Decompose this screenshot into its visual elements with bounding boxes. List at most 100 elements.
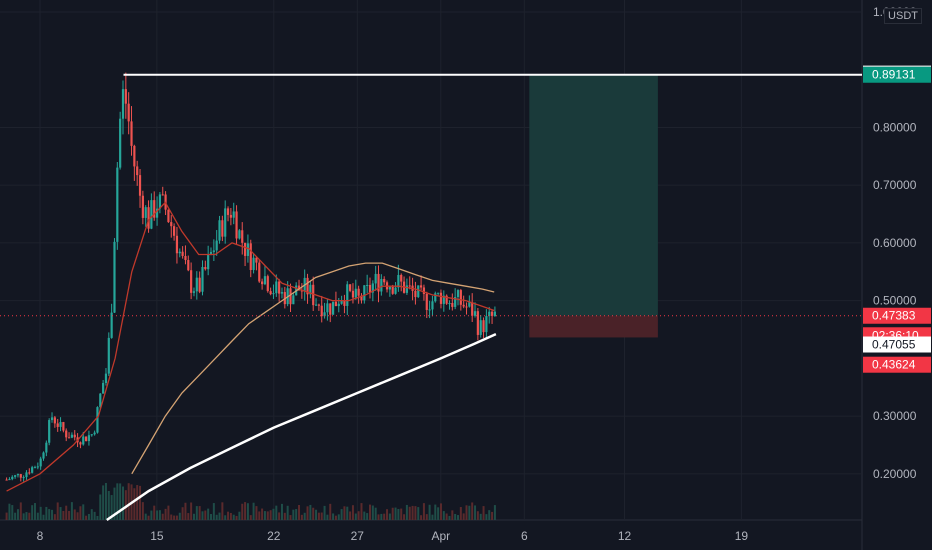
y-tick-label: 0.20000	[873, 467, 917, 481]
price-tag-label: 0.89131	[872, 68, 916, 82]
volume-bar	[397, 508, 400, 520]
volume-bar	[332, 513, 335, 520]
candle-body	[263, 276, 267, 285]
price-tag-label: 0.47055	[872, 338, 916, 352]
candle-body	[465, 306, 468, 308]
grid-lines	[0, 0, 863, 550]
volume-bar	[42, 514, 45, 520]
price-tag-bg	[863, 336, 931, 353]
candle-body	[445, 295, 448, 304]
candle-body	[22, 477, 25, 479]
candle-body	[229, 214, 232, 218]
candle-body	[374, 273, 377, 284]
volume-bar	[173, 515, 176, 520]
candle-body	[243, 242, 247, 256]
volume-bar	[116, 483, 119, 520]
price-tag-bg	[863, 356, 931, 373]
volume-bar	[326, 514, 329, 520]
time-axis: 8 15 22 27 Apr 6 12 19	[37, 529, 749, 543]
volume-bar	[175, 515, 178, 520]
candle-body	[130, 121, 133, 146]
candle-body	[235, 211, 238, 239]
candle-body	[158, 194, 162, 209]
volume-bar	[300, 514, 303, 520]
candle-body	[326, 303, 329, 313]
candle-body	[153, 200, 156, 218]
candle-body	[314, 304, 318, 306]
volume-bar	[329, 503, 332, 520]
candle-body	[238, 230, 241, 239]
volume-bar	[457, 515, 460, 520]
volume-bar	[448, 515, 451, 520]
candle-body	[42, 452, 45, 459]
volume-bar	[153, 505, 156, 520]
candle-body	[67, 437, 71, 439]
candle-body	[192, 291, 196, 293]
volume-bar	[5, 512, 8, 520]
volume-bar	[380, 513, 383, 520]
volume-bar	[187, 513, 190, 520]
volume-bar	[244, 502, 247, 520]
candle-body	[82, 436, 85, 445]
volume-bar	[33, 503, 36, 520]
volume-bar	[210, 514, 213, 520]
candles	[5, 72, 497, 482]
volume-bar	[417, 507, 420, 520]
position-boxes	[529, 74, 658, 338]
candle-body	[181, 251, 184, 256]
candle-body	[50, 417, 54, 421]
volume-bar	[204, 510, 207, 520]
candle-body	[136, 166, 139, 176]
candle-body	[354, 288, 357, 298]
candle-body	[388, 286, 391, 290]
candle-body	[62, 422, 65, 431]
x-tick-label: 22	[267, 529, 281, 543]
volume-bar	[275, 505, 278, 520]
price-tag-bg	[863, 66, 931, 83]
x-tick-label: 12	[618, 529, 632, 543]
candle-body	[490, 311, 494, 316]
volume-bar	[144, 513, 147, 520]
candle-body	[437, 292, 440, 294]
volume-bar	[479, 513, 482, 520]
volume-bar	[403, 514, 406, 520]
volume-bar	[147, 515, 150, 520]
overlay-lines	[0, 73, 862, 522]
volume-bar	[158, 510, 161, 520]
price-tag-bg	[863, 307, 931, 324]
y-tick-label: 0.70000	[873, 178, 917, 192]
volume-bar	[133, 488, 136, 520]
candle-body	[323, 312, 326, 317]
candle-body	[417, 285, 420, 298]
volume-bar	[53, 514, 56, 520]
candle-body	[127, 103, 130, 122]
volume-bar	[383, 513, 386, 520]
candle-body	[218, 220, 221, 241]
volume-bar	[400, 508, 403, 520]
volume-bar	[141, 502, 144, 520]
candle-body	[300, 290, 303, 292]
candle-body	[360, 295, 363, 301]
volume-bar	[36, 512, 39, 520]
candle-body	[459, 290, 462, 305]
y-tick-label: 0.30000	[873, 409, 917, 423]
loss-zone	[529, 315, 658, 338]
volume-bar	[232, 514, 235, 520]
volume-bar	[425, 514, 428, 520]
volume-bar	[19, 502, 22, 520]
candle-body	[215, 240, 218, 251]
volume-bar	[394, 507, 397, 520]
candle-body	[53, 417, 56, 424]
volume-bar	[221, 502, 224, 520]
candle-body	[19, 474, 22, 478]
volume-bar	[28, 512, 31, 520]
volume-bar	[280, 503, 283, 520]
candle-body	[366, 284, 369, 286]
volume-bar	[241, 503, 244, 520]
candle-body	[133, 145, 136, 167]
volume-bar	[255, 506, 258, 520]
volume-bar	[201, 511, 204, 520]
volume-bar	[323, 505, 326, 520]
candle-body	[28, 472, 31, 474]
